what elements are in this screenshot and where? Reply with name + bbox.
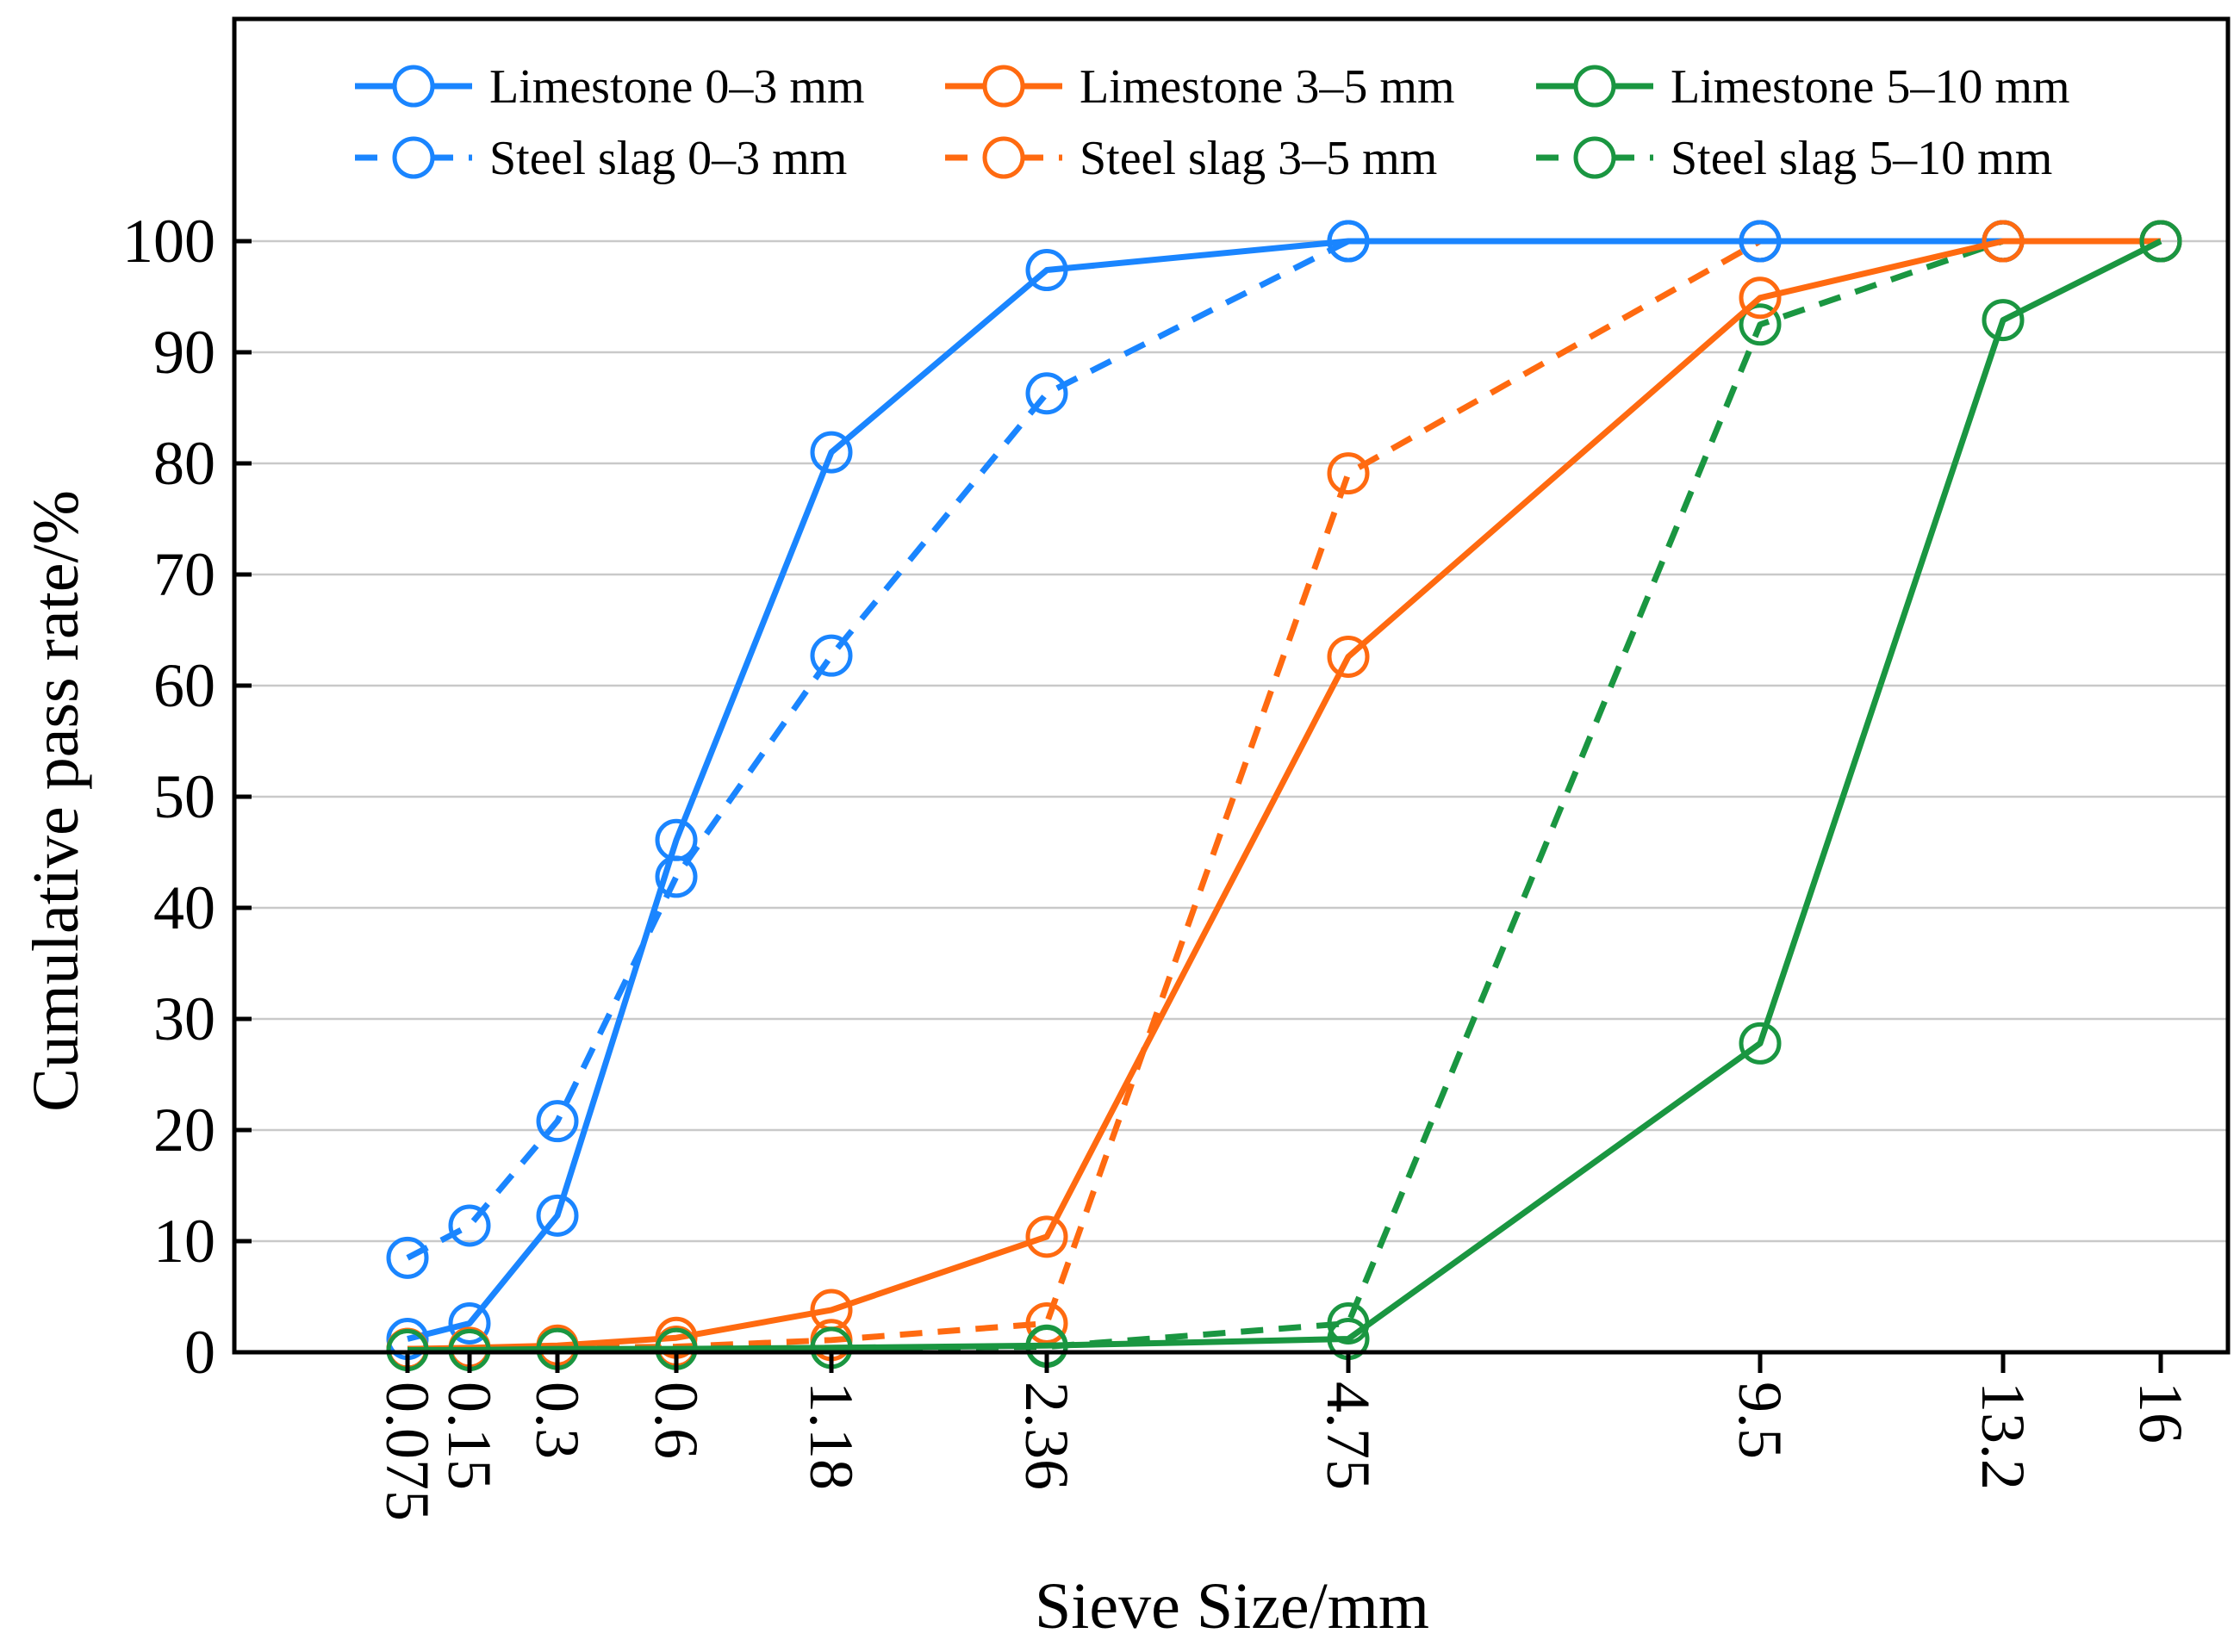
point-steel-slag-5-10-mm-9-5 <box>1739 303 1782 346</box>
y-tick-label-60: 60 <box>153 651 215 720</box>
series-line-limestone-0-3-mm <box>407 238 2161 1342</box>
x-tick-label-9-5: 9.5 <box>1726 1382 1795 1459</box>
y-tick-label-80: 80 <box>153 429 215 498</box>
y-tick-label-40: 40 <box>153 873 215 942</box>
legend-item-limestone-0-3-mm: Limestone 0–3 mm <box>355 60 865 114</box>
legend-swatch-marker <box>1573 136 1616 179</box>
y-tick-label-50: 50 <box>153 762 215 831</box>
y-axis-title: Cumulative pass rate/% <box>20 490 92 1112</box>
legend-label: Steel slag 0–3 mm <box>489 132 847 185</box>
point-steel-slag-0-3-mm-0-15 <box>448 1204 491 1247</box>
x-tick-label-0-075: 0.075 <box>373 1382 442 1521</box>
legend-item-limestone-3-5-mm: Limestone 3–5 mm <box>945 60 1455 114</box>
legend-item-steel-slag-0-3-mm: Steel slag 0–3 mm <box>355 132 847 185</box>
point-steel-slag-3-5-mm-2-36 <box>1025 1301 1068 1345</box>
x-tick-label-1-18: 1.18 <box>797 1382 866 1490</box>
point-limestone-5-10-mm-9-5 <box>1739 1022 1782 1065</box>
point-limestone-0-3-mm-2-36 <box>1025 249 1068 292</box>
series-steel-slag-0-3-mm <box>386 220 2182 1279</box>
legend-item-limestone-5-10-mm: Limestone 5–10 mm <box>1536 60 2070 114</box>
x-tick-label-16: 16 <box>2126 1382 2195 1444</box>
x-tick-label-4-75: 4.75 <box>1314 1382 1383 1490</box>
legend-label: Steel slag 3–5 mm <box>1080 132 1437 185</box>
point-steel-slag-0-3-mm-2-36 <box>1025 372 1068 415</box>
series-limestone-5-10-mm <box>386 220 2182 1371</box>
point-limestone-0-3-mm-0-6 <box>655 818 698 861</box>
y-tick-label-20: 20 <box>153 1096 215 1164</box>
legend-swatch-marker <box>392 136 435 179</box>
y-tick-label-100: 100 <box>122 207 215 276</box>
series-line-limestone-5-10-mm <box>408 238 2162 1353</box>
legend-swatch-marker <box>982 65 1025 108</box>
y-tick-label-30: 30 <box>153 984 215 1053</box>
legend-swatch-marker <box>982 136 1025 179</box>
series-line-steel-slag-3-5-mm <box>408 238 2161 1352</box>
gridlines <box>234 239 2228 1243</box>
series-limestone-3-5-mm <box>386 220 2182 1370</box>
legend-label: Limestone 5–10 mm <box>1671 60 2070 114</box>
legend-label: Limestone 3–5 mm <box>1080 60 1455 114</box>
x-tick-label-0-3: 0.3 <box>523 1382 592 1459</box>
point-limestone-0-3-mm-4-75 <box>1327 220 1370 263</box>
point-limestone-0-3-mm-1-18 <box>810 431 853 474</box>
y-tick-label-90: 90 <box>153 318 215 387</box>
series-steel-slag-3-5-mm <box>386 220 2182 1370</box>
y-tick-label-0: 0 <box>184 1318 215 1387</box>
point-limestone-3-5-mm-13-2 <box>1982 220 2025 263</box>
point-steel-slag-0-3-mm-0-3 <box>536 1100 579 1143</box>
y-tick-label-10: 10 <box>153 1207 215 1276</box>
point-limestone-5-10-mm-16 <box>2139 220 2182 263</box>
point-limestone-0-3-mm-0-3 <box>536 1194 579 1237</box>
legend-item-steel-slag-3-5-mm: Steel slag 3–5 mm <box>945 132 1437 185</box>
point-limestone-3-5-mm-4-75 <box>1327 635 1370 678</box>
y-tick-label-70: 70 <box>153 540 215 609</box>
point-steel-slag-3-5-mm-4-75 <box>1327 452 1370 495</box>
point-steel-slag-0-3-mm-1-18 <box>810 634 853 677</box>
legend-label: Steel slag 5–10 mm <box>1671 132 2052 185</box>
x-tick-label-0-6: 0.6 <box>642 1382 711 1459</box>
x-axis-title: Sieve Size/mm <box>1035 1570 1429 1643</box>
x-tick-label-0-15: 0.15 <box>435 1382 504 1490</box>
point-limestone-5-10-mm-13-2 <box>1982 299 2025 342</box>
series-line-limestone-3-5-mm <box>407 238 2161 1352</box>
legend-item-steel-slag-5-10-mm: Steel slag 5–10 mm <box>1536 132 2052 185</box>
series-layer <box>386 220 2182 1371</box>
series-steel-slag-5-10-mm <box>386 220 2182 1371</box>
x-tick-label-2-36: 2.36 <box>1012 1382 1081 1490</box>
point-steel-slag-0-3-mm-0-075 <box>386 1236 429 1279</box>
point-limestone-3-5-mm-9-5 <box>1739 276 1782 320</box>
point-limestone-0-3-mm-0-15 <box>448 1301 491 1345</box>
legend-swatch-marker <box>1573 65 1616 108</box>
series-line-steel-slag-0-3-mm <box>406 238 2161 1261</box>
point-limestone-0-3-mm-9-5 <box>1739 220 1782 263</box>
legend-label: Limestone 0–3 mm <box>489 60 865 114</box>
series-limestone-0-3-mm <box>386 220 2182 1361</box>
x-tick-label-13-2: 13.2 <box>1969 1382 2038 1490</box>
legend: Limestone 0–3 mm Limestone 3–5 mm Limeston… <box>355 60 2070 185</box>
legend-swatch-marker <box>392 65 435 108</box>
point-limestone-3-5-mm-2-36 <box>1025 1215 1068 1258</box>
series-line-steel-slag-5-10-mm <box>408 238 2161 1353</box>
